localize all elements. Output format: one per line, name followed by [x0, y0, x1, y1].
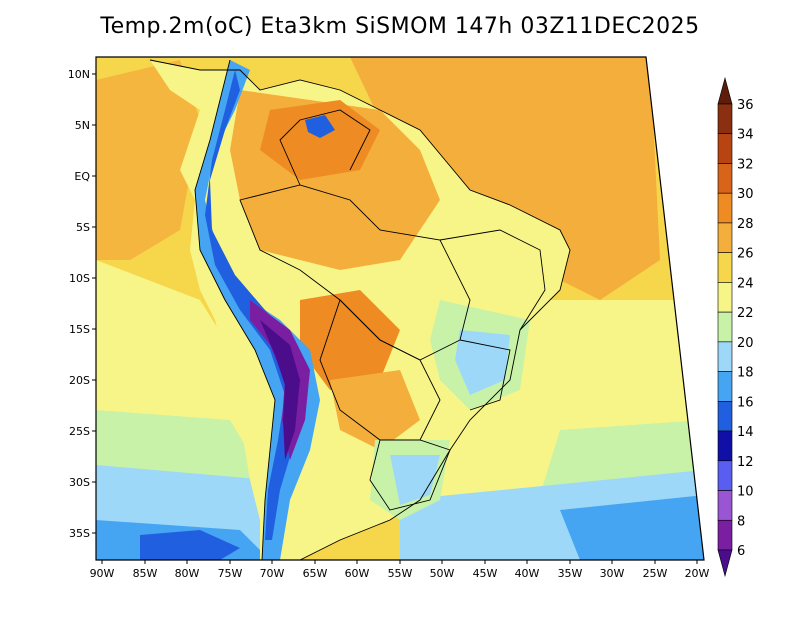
colorbar-label: 30	[737, 187, 754, 202]
colorbar-bottom-triangle	[717, 549, 733, 578]
colorbar-bin	[717, 192, 733, 224]
colorbar-bin	[717, 519, 733, 551]
lon-tick-label: 90W	[90, 567, 115, 580]
lon-tick-label: 25W	[643, 567, 668, 580]
lon-tick-label: 45W	[473, 567, 498, 580]
colorbar-bin	[717, 103, 733, 135]
colorbar-label: 8	[737, 514, 745, 529]
colorbar-label: 10	[737, 485, 754, 500]
lat-tick-label: 30S	[69, 476, 90, 489]
lon-tick-label: 55W	[388, 567, 413, 580]
lon-tick-label: 60W	[345, 567, 370, 580]
colorbar-bin	[717, 401, 733, 432]
map-title: Temp.2m(oC) Eta3km SiSMOM 147h 03Z11DEC2…	[100, 14, 700, 39]
lat-tick-label: 5S	[76, 221, 90, 234]
colorbar-label: 20	[737, 336, 754, 351]
colorbar-bin	[717, 341, 733, 372]
lat-tick-label: 10S	[69, 272, 90, 285]
colorbar-label: 34	[737, 128, 754, 143]
lat-tick-label: EQ	[74, 170, 90, 183]
lat-tick-label: 20S	[69, 374, 90, 387]
colorbar-label: 6	[737, 544, 745, 559]
lat-tick-label: 25S	[69, 425, 90, 438]
colorbar-bin	[717, 163, 733, 194]
lat-tick-label: 35S	[69, 527, 90, 540]
lat-tick-label: 15S	[69, 323, 90, 336]
latitude-axis: 10N 5N EQ 5S 10S 15S 20S 25S 30S 35S	[68, 68, 96, 540]
colorbar-label: 28	[737, 217, 754, 232]
colorbar-bin	[717, 311, 733, 343]
colorbar-bin	[717, 460, 733, 491]
colorbar-label: 16	[737, 395, 754, 410]
lat-tick-label: 10N	[68, 68, 90, 81]
colorbar-bin	[717, 430, 733, 462]
lon-tick-label: 40W	[515, 567, 540, 580]
lat-tick-label: 5N	[75, 119, 90, 132]
colorbar-label: 26	[737, 247, 754, 262]
lon-tick-label: 35W	[558, 567, 583, 580]
colorbar-label: 12	[737, 455, 754, 470]
map-frame	[95, 56, 705, 561]
colorbar-label: 22	[737, 306, 754, 321]
colorbar-label: 32	[737, 157, 754, 172]
colorbar-top-triangle	[717, 76, 733, 105]
lon-tick-label: 30W	[600, 567, 625, 580]
colorbar-label: 24	[737, 276, 754, 291]
colorbar-label: 18	[737, 366, 754, 381]
colorbar-bin	[717, 222, 733, 253]
colorbar-bin	[717, 282, 733, 313]
colorbar-label: 14	[737, 425, 754, 440]
colorbar-bin	[717, 252, 733, 283]
boundaries	[149, 59, 571, 560]
longitude-axis: 90W 85W 80W 75W 70W 65W 60W 55W 50W 45W …	[90, 560, 710, 580]
colorbar-bin	[717, 490, 733, 521]
lon-tick-label: 85W	[133, 567, 158, 580]
lon-tick-label: 80W	[175, 567, 200, 580]
colorbar-bin	[717, 371, 733, 402]
colorbar-label: 36	[737, 98, 754, 113]
lon-tick-label: 75W	[218, 567, 243, 580]
colorbar: 6 8 10 12 14 16 18 20 22 24 26 28 30 32 34 36	[717, 76, 754, 578]
lon-tick-label: 20W	[685, 567, 710, 580]
lon-tick-label: 50W	[430, 567, 455, 580]
colorbar-bin	[717, 133, 733, 164]
temperature-field	[96, 57, 704, 560]
lon-tick-label: 65W	[303, 567, 328, 580]
lon-tick-label: 70W	[260, 567, 285, 580]
